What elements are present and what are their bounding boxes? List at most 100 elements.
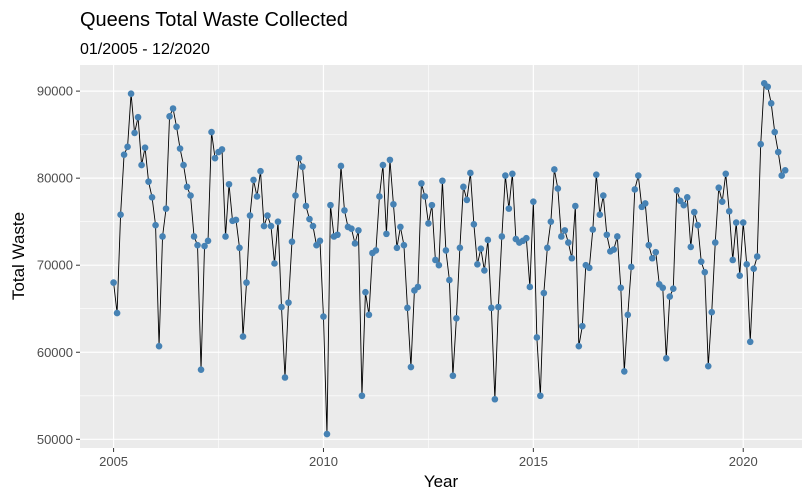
data-point [327,201,334,209]
data-point [596,211,604,219]
y-axis-ticks: 50000 60000 70000 80000 90000 [37,84,80,447]
data-point [358,392,366,400]
data-point [127,90,135,98]
data-point [624,311,632,319]
y-tick-label: 60000 [37,345,73,360]
data-point [781,167,789,174]
data-point [558,233,565,240]
series-points-group [110,79,789,438]
data-point [162,205,170,212]
data-point [753,253,761,260]
data-point [750,265,758,272]
data-point [778,172,786,179]
data-point [572,202,579,210]
data-point [617,284,625,292]
data-point [187,192,194,199]
data-point [264,212,271,219]
data-point [197,366,205,373]
data-point [190,233,198,240]
data-point [673,187,681,194]
data-point [648,254,656,262]
data-point [680,201,688,209]
data-point [320,313,327,320]
data-point [166,113,173,120]
data-point [614,233,621,240]
data-point [414,283,422,291]
data-point [243,279,250,286]
data-point [694,221,702,229]
y-tick-label: 80000 [37,171,73,186]
data-point [627,263,635,271]
data-point [641,200,649,207]
data-point [250,176,257,184]
data-point [246,212,254,219]
data-point [372,247,380,254]
data-point [383,230,390,238]
data-point [271,260,278,267]
data-point [281,374,289,381]
data-point [533,334,541,341]
data-point [257,167,264,175]
data-point [379,161,387,169]
data-point [309,222,317,230]
data-point [575,342,583,350]
data-point [351,240,359,247]
data-point [652,248,660,256]
data-point [456,244,464,252]
data-point [697,258,705,266]
data-point [442,247,450,254]
data-point [589,226,597,233]
data-point [568,254,576,262]
data-point [124,143,131,151]
data-point [771,128,779,136]
data-point [634,172,642,179]
data-point [715,184,723,192]
data-point [400,241,408,249]
data-point [225,180,233,188]
data-point [267,222,275,230]
data-point [666,293,674,300]
data-point [764,83,772,91]
y-axis-title: Total Waste [9,212,28,300]
data-point [603,231,611,239]
data-point [222,233,229,240]
data-point [463,196,471,204]
data-point [362,288,369,296]
data-point [774,148,782,156]
data-point [278,303,285,311]
data-point [208,128,215,136]
data-point [404,304,411,312]
data-point [260,222,268,230]
data-point [586,264,593,272]
data-point [432,256,439,264]
data-point [470,220,478,228]
data-point [348,225,355,232]
data-point [725,207,733,215]
data-point [337,162,345,170]
data-point [418,180,425,187]
chart-subtitle: 01/2005 - 12/2020 [80,41,210,58]
x-axis-ticks: 2005 2010 2015 2020 [99,448,758,469]
data-point [757,140,765,148]
data-point [544,244,551,252]
data-point [407,363,415,371]
data-point [743,261,751,268]
data-point [355,227,362,234]
data-point [662,355,670,362]
data-point [113,309,121,317]
x-tick-label: 2005 [99,454,128,469]
data-point [481,267,488,274]
data-point [767,100,775,107]
data-point [554,185,562,192]
data-point [117,211,124,219]
data-point [711,239,719,246]
data-point [302,202,310,210]
data-point [152,221,159,229]
data-point [669,285,677,293]
data-point [390,200,397,208]
data-point [718,198,726,205]
data-point [505,205,513,212]
data-point [232,216,240,224]
data-point [659,284,667,292]
